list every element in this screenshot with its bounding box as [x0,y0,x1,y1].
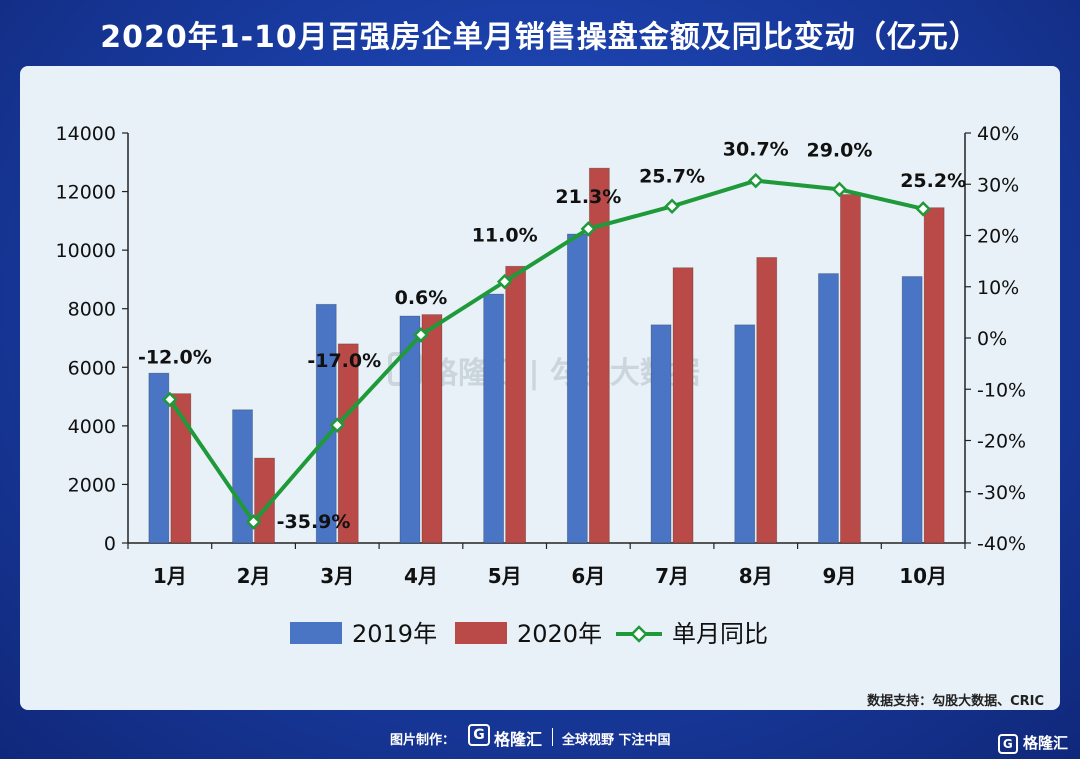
yoy-point [413,327,429,343]
yoy-point [831,181,848,198]
bar-2020 [840,194,861,544]
bar-2019 [650,324,672,544]
y-right-tick-label: 10% [977,277,1019,299]
yoy-data-label: -35.9% [277,511,351,533]
x-tick-label: 6月 [571,564,605,588]
x-tick-label: 4月 [404,564,438,588]
footer-brand: 格隆汇 [494,730,543,749]
bar-2019 [901,276,923,544]
y-right-tick-label: -20% [977,431,1026,453]
legend-swatch-2019 [290,622,342,644]
y-right-tick-label: 30% [977,174,1019,196]
yoy-point [915,201,931,217]
yoy-point [162,391,178,408]
bar-2019 [399,315,421,544]
bar-2020 [923,207,945,544]
x-tick-label: 2月 [237,564,271,588]
chart-panel [20,66,1060,710]
y-left-tick-label: 14000 [56,123,116,145]
yoy-point [496,273,513,290]
yoy-data-label: 21.3% [555,186,621,208]
bar-2019 [734,324,756,544]
y-left-tick-label: 0 [104,533,116,555]
x-tick-label: 5月 [488,564,522,588]
x-tick-label: 1月 [153,564,187,588]
bar-2019 [818,273,839,544]
yoy-data-label: 11.0% [472,225,538,247]
y-left-tick-label: 10000 [56,240,116,262]
y-left-tick-label: 12000 [56,182,116,204]
yoy-data-label: 25.7% [639,165,705,187]
yoy-point [329,417,346,433]
bar-2020 [588,167,610,544]
footer-divider [552,728,553,746]
y-right-tick-label: -10% [977,379,1026,401]
x-tick-label: 10月 [899,564,947,588]
bar-2019 [566,233,588,544]
chart-title: 2020年1-10月百强房企单月销售操盘金额及同比变动（亿元） [100,20,980,55]
data-source: 数据支持：勾股大数据、CRIC [867,694,1044,709]
bar-2020 [337,343,359,544]
brand-logo-icon: G [468,724,490,746]
legend-label-2019: 2019年 [352,620,437,648]
legend-label-2020: 2020年 [517,620,602,648]
legend-label-yoy: 单月同比 [672,620,768,648]
x-tick-label: 7月 [655,564,689,588]
yoy-point [580,221,597,237]
corner-brand-text: 格隆汇 [1022,734,1068,752]
footer-made-by: 图片制作： [390,733,456,748]
y-right-tick-label: 0% [977,328,1007,350]
x-tick-label: 9月 [822,564,856,588]
corner-brand: G 格隆汇 [997,732,1068,754]
bar-2020 [756,257,778,544]
x-tick-label: 8月 [739,564,773,588]
yoy-data-label: -12.0% [138,347,212,369]
legend-swatch-2020 [455,622,507,644]
yoy-point [664,198,680,215]
bar-2020 [672,267,694,544]
bar-2020 [421,314,443,544]
legend-marker-yoy [630,625,648,643]
x-tick-label: 3月 [320,564,354,588]
bar-2019 [483,293,505,544]
yoy-data-label: -17.0% [307,350,381,372]
y-left-tick-label: 6000 [68,357,116,379]
y-left-tick-label: 2000 [68,474,116,496]
yoy-data-label: 30.7% [723,139,789,161]
bar-2020 [505,265,527,544]
y-right-tick-label: 20% [977,226,1019,248]
yoy-line [168,178,924,526]
footer: 图片制作： G 格隆汇 全球视野 下注中国 [0,722,1080,752]
bar-2019 [148,372,170,544]
footer-slogan: 全球视野 下注中国 [562,733,671,748]
yoy-data-label: 29.0% [806,139,872,161]
corner-logo-icon: G [997,733,1018,754]
y-right-tick-label: 40% [977,123,1019,145]
yoy-point [747,172,764,189]
y-left-tick-label: 4000 [68,416,116,438]
y-left-tick-label: 8000 [68,299,116,321]
bar-2020 [170,393,192,544]
yoy-point [245,514,262,530]
y-right-tick-label: -40% [977,533,1026,555]
y-right-tick-label: -30% [977,482,1026,504]
yoy-data-label: 25.2% [900,170,966,192]
yoy-data-label: 0.6% [395,287,448,309]
